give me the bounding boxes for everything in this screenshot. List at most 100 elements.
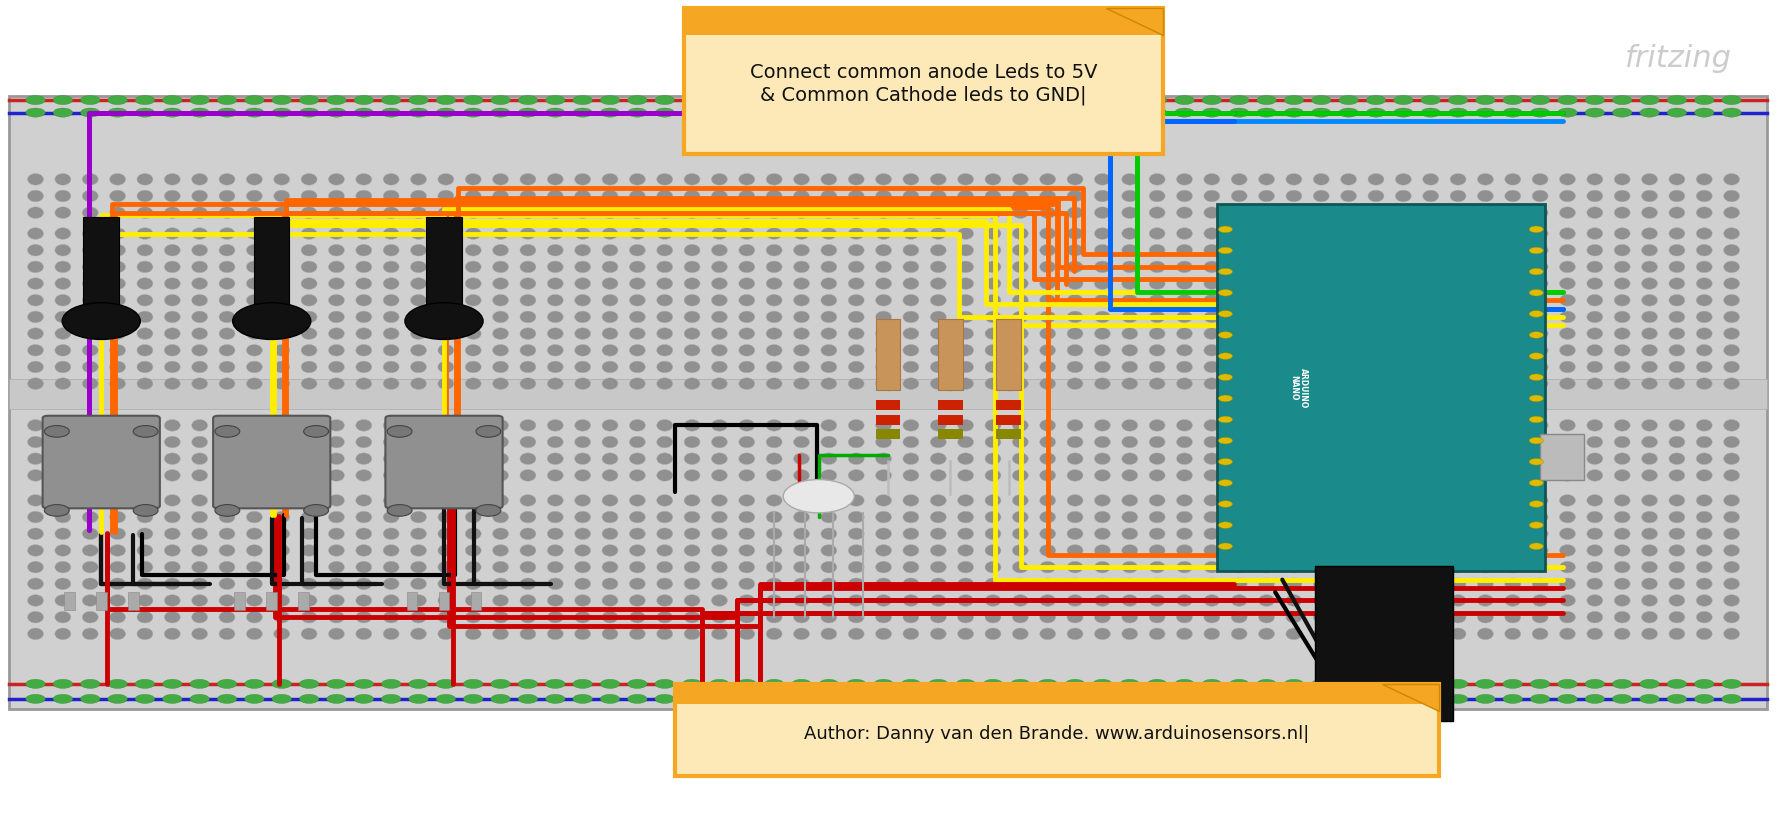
Ellipse shape — [1122, 244, 1138, 256]
Ellipse shape — [712, 294, 728, 306]
Ellipse shape — [821, 628, 836, 640]
Ellipse shape — [684, 528, 700, 540]
Ellipse shape — [492, 190, 508, 202]
Circle shape — [1218, 310, 1233, 317]
Ellipse shape — [1504, 561, 1520, 573]
Ellipse shape — [1696, 378, 1712, 389]
Ellipse shape — [247, 228, 263, 239]
Ellipse shape — [684, 420, 700, 431]
Ellipse shape — [1559, 595, 1575, 606]
Ellipse shape — [1204, 228, 1220, 239]
Ellipse shape — [1122, 595, 1138, 606]
Ellipse shape — [1012, 495, 1028, 506]
Circle shape — [135, 108, 155, 118]
Circle shape — [1421, 108, 1440, 118]
Ellipse shape — [1696, 361, 1712, 373]
Ellipse shape — [849, 311, 865, 323]
Ellipse shape — [1039, 278, 1055, 289]
Ellipse shape — [1094, 173, 1110, 185]
Ellipse shape — [465, 528, 481, 540]
Ellipse shape — [794, 311, 810, 323]
Ellipse shape — [192, 595, 208, 606]
Ellipse shape — [218, 207, 234, 219]
Ellipse shape — [902, 173, 918, 185]
Ellipse shape — [384, 453, 400, 465]
Ellipse shape — [492, 278, 508, 289]
Ellipse shape — [28, 453, 44, 465]
Ellipse shape — [1368, 436, 1384, 448]
Ellipse shape — [218, 595, 234, 606]
Circle shape — [1502, 694, 1522, 703]
Ellipse shape — [712, 190, 728, 202]
Ellipse shape — [1449, 294, 1465, 306]
Ellipse shape — [739, 595, 755, 606]
Ellipse shape — [1204, 595, 1220, 606]
Ellipse shape — [439, 344, 455, 356]
Ellipse shape — [192, 611, 208, 623]
Ellipse shape — [28, 294, 44, 306]
Ellipse shape — [986, 595, 1002, 606]
Circle shape — [1218, 543, 1233, 550]
Ellipse shape — [712, 420, 728, 431]
Ellipse shape — [28, 511, 44, 523]
Ellipse shape — [931, 328, 947, 339]
Ellipse shape — [876, 228, 892, 239]
Ellipse shape — [492, 228, 508, 239]
Ellipse shape — [1341, 578, 1357, 590]
Ellipse shape — [765, 470, 781, 481]
Circle shape — [135, 96, 155, 105]
Polygon shape — [1106, 8, 1163, 35]
Ellipse shape — [1341, 311, 1357, 323]
Ellipse shape — [1176, 207, 1192, 219]
Ellipse shape — [931, 470, 947, 481]
Ellipse shape — [1122, 511, 1138, 523]
Ellipse shape — [712, 495, 728, 506]
Ellipse shape — [876, 311, 892, 323]
Ellipse shape — [355, 511, 371, 523]
Circle shape — [1421, 96, 1440, 105]
Ellipse shape — [165, 420, 181, 431]
Ellipse shape — [575, 278, 591, 289]
Circle shape — [1476, 96, 1495, 105]
Ellipse shape — [712, 244, 728, 256]
Ellipse shape — [1396, 344, 1412, 356]
Ellipse shape — [274, 453, 289, 465]
Ellipse shape — [1012, 278, 1028, 289]
Ellipse shape — [439, 173, 455, 185]
Ellipse shape — [931, 361, 947, 373]
Ellipse shape — [575, 453, 591, 465]
Circle shape — [1092, 96, 1112, 105]
Ellipse shape — [1122, 173, 1138, 185]
Ellipse shape — [247, 545, 263, 556]
Circle shape — [1584, 96, 1604, 105]
Circle shape — [574, 96, 593, 105]
Ellipse shape — [849, 611, 865, 623]
Ellipse shape — [1559, 244, 1575, 256]
Ellipse shape — [931, 228, 947, 239]
Ellipse shape — [274, 328, 289, 339]
Ellipse shape — [876, 611, 892, 623]
Ellipse shape — [1039, 561, 1055, 573]
Ellipse shape — [82, 495, 98, 506]
Ellipse shape — [1204, 190, 1220, 202]
Ellipse shape — [1696, 528, 1712, 540]
Ellipse shape — [384, 328, 400, 339]
Ellipse shape — [931, 378, 947, 389]
Ellipse shape — [28, 311, 44, 323]
Ellipse shape — [1368, 545, 1384, 556]
Ellipse shape — [82, 561, 98, 573]
Circle shape — [955, 108, 975, 118]
Ellipse shape — [28, 561, 44, 573]
Ellipse shape — [1259, 470, 1275, 481]
Ellipse shape — [1641, 190, 1657, 202]
Circle shape — [1311, 108, 1330, 118]
FancyBboxPatch shape — [1217, 204, 1545, 571]
Circle shape — [1218, 459, 1233, 465]
FancyBboxPatch shape — [43, 415, 160, 508]
Ellipse shape — [712, 278, 728, 289]
Circle shape — [874, 694, 893, 703]
Ellipse shape — [110, 628, 126, 640]
Ellipse shape — [1559, 611, 1575, 623]
Ellipse shape — [110, 453, 126, 465]
Ellipse shape — [602, 328, 618, 339]
